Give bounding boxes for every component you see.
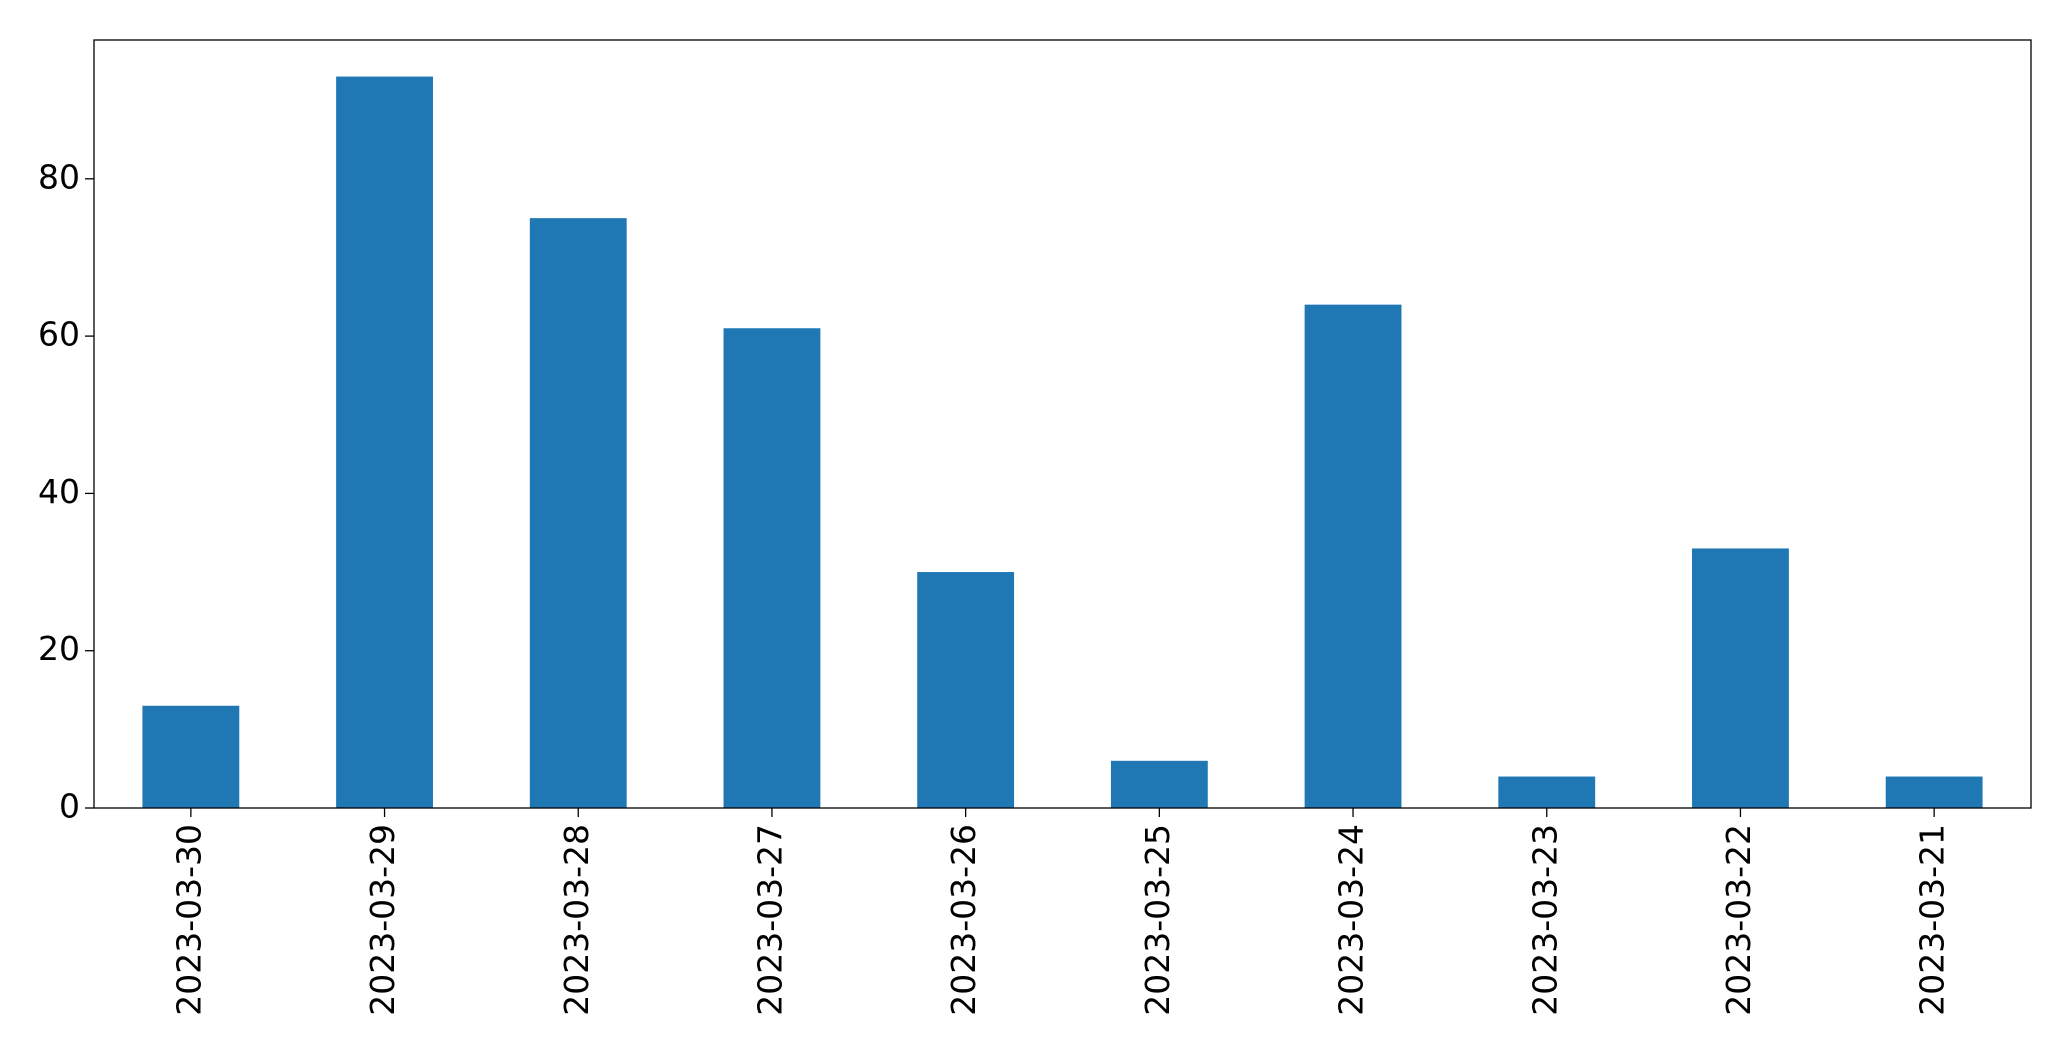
x-tick-label: 2023-03-25 [1138, 824, 1177, 1016]
bar [1692, 548, 1789, 808]
bar [336, 76, 433, 809]
x-tick-label: 2023-03-29 [363, 824, 402, 1016]
x-tick-label: 2023-03-26 [944, 824, 983, 1016]
x-tick-label: 2023-03-30 [169, 824, 208, 1016]
bar [1110, 760, 1208, 808]
x-tick-label: 2023-03-22 [1719, 824, 1758, 1016]
bar [917, 572, 1015, 808]
bar [723, 328, 821, 808]
bar [1304, 304, 1402, 808]
bar [142, 705, 240, 808]
x-tick-label: 2023-03-23 [1525, 824, 1564, 1016]
bar [1885, 776, 1983, 808]
x-tick-label: 2023-03-21 [1913, 824, 1952, 1016]
y-tick-label: 0 [59, 787, 80, 826]
x-tick-label: 2023-03-24 [1332, 824, 1371, 1016]
bar [529, 218, 627, 808]
y-tick-label: 60 [38, 315, 80, 354]
plot-frame [93, 39, 2032, 809]
x-tick-label: 2023-03-28 [557, 824, 596, 1016]
bar [1498, 776, 1596, 808]
y-tick-label: 40 [38, 472, 80, 511]
y-tick-label: 20 [38, 629, 80, 668]
y-tick-label: 80 [38, 157, 80, 196]
x-tick-label: 2023-03-27 [750, 824, 789, 1016]
